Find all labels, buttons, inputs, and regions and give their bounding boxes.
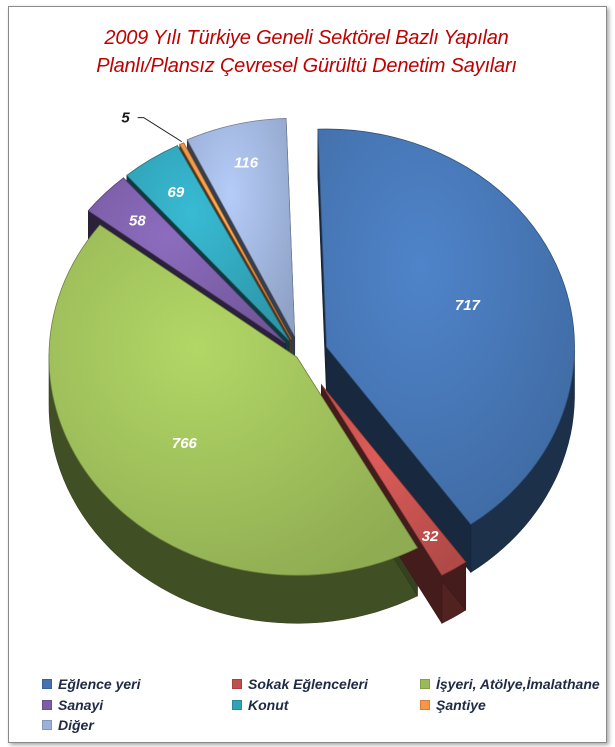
pie-slice	[179, 142, 292, 340]
legend-item-santiye: Şantiye	[420, 697, 486, 713]
pie-slice	[321, 384, 467, 576]
legend-item-isyeri: İşyeri, Atölye,İmalathane	[420, 676, 600, 692]
legend-swatch	[42, 700, 52, 710]
data-label: 766	[172, 435, 198, 452]
pie-slice	[186, 117, 296, 337]
legend-label: Eğlence yeri	[58, 676, 141, 692]
legend-label: Şantiye	[436, 697, 486, 713]
data-labels: 717 32 766 58 69 5 116	[121, 110, 480, 545]
chart-title-line-2: Planlı/Plansız Çevresel Gürültü Denetim …	[96, 55, 517, 77]
pie-slice	[126, 145, 290, 341]
chart-title: 2009 Yılı Türkiye Geneli Sektörel Bazlı …	[8, 24, 605, 80]
pie-slice	[87, 177, 286, 344]
legend-label: Sanayi	[58, 697, 104, 713]
legend-item-diger: Diğer	[42, 717, 94, 733]
legend-label: İşyeri, Atölye,İmalathane	[436, 676, 600, 692]
legend-item-sanayi: Sanayi	[42, 697, 103, 713]
data-label: 717	[455, 297, 481, 314]
legend-item-eglence-yeri: Eğlence yeri	[42, 676, 141, 692]
legend-label: Diğer	[58, 717, 94, 733]
pie-slice	[317, 128, 575, 525]
legend-item-sokak-eglenceleri: Sokak Eğlenceleri	[232, 676, 368, 692]
legend-label: Sokak Eğlenceleri	[248, 676, 368, 692]
legend-swatch	[42, 679, 52, 689]
pie-tops	[48, 117, 575, 576]
data-label: 116	[234, 155, 259, 172]
pie-slice	[48, 224, 418, 576]
data-label: 58	[129, 212, 146, 229]
data-label: 32	[422, 528, 439, 545]
legend-swatch	[420, 679, 430, 689]
leader-line	[137, 117, 182, 143]
legend-label: Konut	[248, 697, 289, 713]
data-label: 5	[121, 110, 130, 127]
legend-swatch	[420, 700, 430, 710]
chart-title-line-1: 2009 Yılı Türkiye Geneli Sektörel Bazlı …	[104, 27, 509, 49]
legend-swatch	[232, 679, 242, 689]
data-label: 69	[168, 184, 185, 201]
legend-item-konut: Konut	[232, 697, 288, 713]
legend-swatch	[42, 720, 52, 730]
legend-swatch	[232, 700, 242, 710]
